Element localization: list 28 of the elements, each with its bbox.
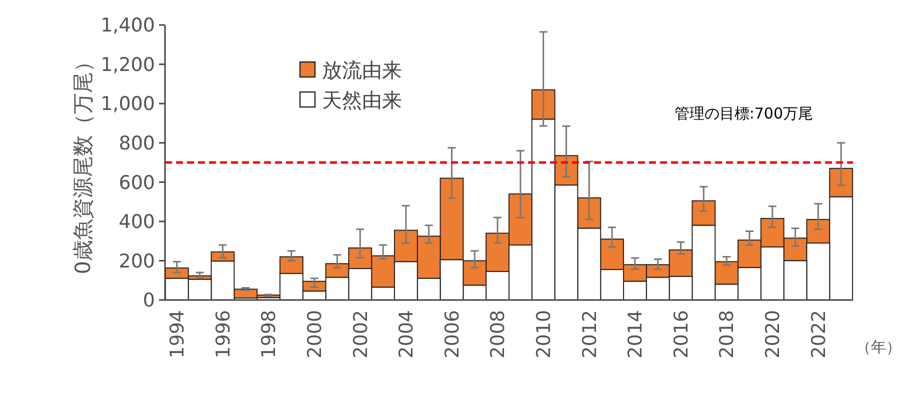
x-tick-label: 2004 xyxy=(396,310,418,358)
x-tick-label: 2000 xyxy=(304,310,326,358)
x-axis-title: （年） xyxy=(856,338,901,356)
x-tick-label: 2020 xyxy=(762,310,784,358)
y-axis-title: 0歳魚資源尾数（万尾） xyxy=(71,50,95,274)
x-tick-label: 2016 xyxy=(670,310,692,358)
x-tick-label: 2022 xyxy=(808,310,830,358)
y-tick-label: 400 xyxy=(118,211,155,234)
y-tick-label: 800 xyxy=(118,132,155,155)
y-tick-label: 0 xyxy=(142,290,155,312)
x-tick-label: 2014 xyxy=(624,310,647,358)
x-tick-label: 2008 xyxy=(487,310,510,358)
y-tick-label: 1,000 xyxy=(100,93,155,116)
y-tick-label: 600 xyxy=(118,172,155,194)
x-tick-label: 1998 xyxy=(258,310,280,358)
x-tick-label: 2010 xyxy=(533,310,556,358)
x-tick-label: 2006 xyxy=(441,310,464,358)
legend-label: 天然由来 xyxy=(322,88,402,112)
x-tick-label: 2012 xyxy=(578,310,601,358)
legend-label: 放流由来 xyxy=(322,58,402,82)
y-tick-label: 1,200 xyxy=(100,54,155,76)
ref-line-label: 管理の目標:700万尾 xyxy=(674,104,813,122)
x-tick-label: 2002 xyxy=(350,310,372,358)
y-tick-label: 1,400 xyxy=(100,14,155,37)
x-tick-label: 1994 xyxy=(166,310,189,358)
x-tick-label: 1996 xyxy=(212,310,234,358)
y-tick-label: 200 xyxy=(118,250,155,272)
x-tick-label: 2018 xyxy=(716,310,738,358)
